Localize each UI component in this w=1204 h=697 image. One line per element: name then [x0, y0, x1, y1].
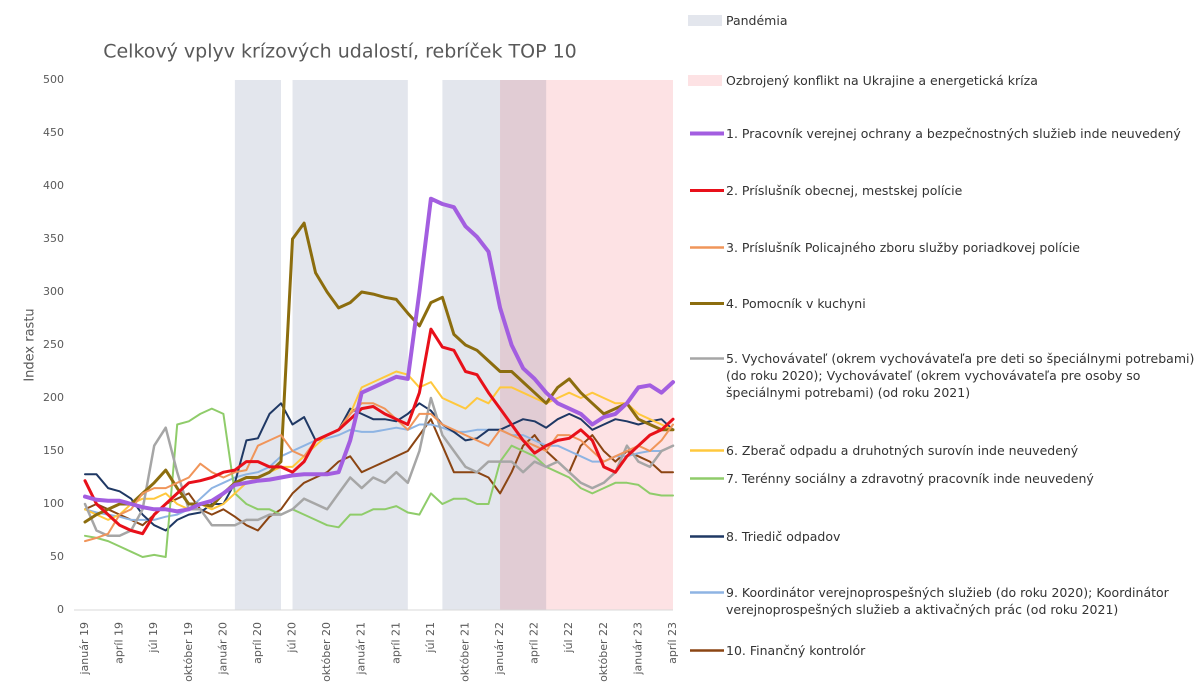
x-tick-label: júl 20	[286, 622, 299, 654]
legend-swatch	[688, 442, 726, 459]
x-tick-label: júl 19	[147, 622, 160, 654]
legend-label: 7. Terénny sociálny a zdravotný pracovní…	[726, 470, 1196, 487]
legend-item: Pandémia	[688, 12, 1200, 29]
x-tick-label: apríl 21	[389, 622, 402, 664]
legend-label: 8. Triedič odpadov	[726, 528, 1196, 545]
x-tick-label: október 21	[458, 622, 471, 682]
y-tick-label: 450	[43, 126, 64, 139]
x-tick-label: apríl 23	[666, 622, 679, 664]
legend-swatch	[688, 584, 726, 601]
legend-swatch	[688, 72, 726, 89]
legend-swatch	[688, 350, 726, 367]
x-tick-label: január 23	[631, 622, 644, 676]
y-tick-label: 350	[43, 232, 64, 245]
shaded-band	[293, 80, 408, 610]
x-tick-label: január 22	[493, 622, 506, 676]
legend-label: Pandémia	[726, 12, 788, 29]
legend-item: 8. Triedič odpadov	[688, 528, 1200, 545]
chart-title: Celkový vplyv krízových udalostí, rebríč…	[103, 41, 577, 63]
legend-label: Ozbrojený konflikt na Ukrajine a energet…	[726, 72, 1038, 89]
legend-swatch	[688, 12, 726, 29]
x-tick-label: apríl 20	[251, 622, 264, 664]
x-tick-label: január 20	[216, 622, 229, 676]
legend-label: 4. Pomocník v kuchyni	[726, 295, 1196, 312]
legend-swatch	[688, 239, 726, 256]
legend-label: 3. Príslušník Policajného zboru služby p…	[726, 239, 1196, 256]
x-tick-label: október 20	[320, 622, 333, 682]
x-tick-label: október 19	[182, 622, 195, 682]
legend-swatch-fill	[688, 15, 722, 26]
x-tick-label: október 22	[597, 622, 610, 682]
legend-item: 4. Pomocník v kuchyni	[688, 295, 1200, 312]
legend-item: 5. Vychovávateľ (okrem vychovávateľa pre…	[688, 350, 1200, 401]
legend-label: 9. Koordinátor verejnoprospešných služie…	[726, 584, 1196, 618]
y-tick-label: 0	[57, 603, 64, 616]
y-tick-label: 100	[43, 497, 64, 510]
x-tick-label: január 19	[78, 622, 91, 676]
y-axis-label: Index rastu	[23, 308, 38, 381]
legend-item: Ozbrojený konflikt na Ukrajine a energet…	[688, 72, 1200, 89]
legend-label: 10. Finančný kontrolór	[726, 642, 1196, 659]
legend-item: 1. Pracovník verejnej ochrany a bezpečno…	[688, 125, 1200, 142]
legend-swatch-fill	[688, 75, 722, 86]
legend-item: 9. Koordinátor verejnoprospešných služie…	[688, 584, 1200, 618]
legend-item: 6. Zberač odpadu a druhotných surovín in…	[688, 442, 1200, 459]
legend-swatch	[688, 642, 726, 659]
legend-swatch	[688, 182, 726, 199]
page: {"chart_data": { "type": "line", "title"…	[0, 0, 1204, 697]
y-tick-label: 400	[43, 179, 64, 192]
legend-item: 10. Finančný kontrolór	[688, 642, 1200, 659]
legend-item: 3. Príslušník Policajného zboru služby p…	[688, 239, 1200, 256]
x-tick-label: apríl 19	[113, 622, 126, 664]
legend-swatch	[688, 125, 726, 142]
x-tick-label: apríl 22	[528, 622, 541, 664]
legend-item: 2. Príslušník obecnej, mestskej polície	[688, 182, 1200, 199]
y-tick-label: 200	[43, 391, 64, 404]
legend-item: 7. Terénny sociálny a zdravotný pracovní…	[688, 470, 1200, 487]
y-tick-label: 300	[43, 285, 64, 298]
legend-swatch	[688, 470, 726, 487]
legend-label: 6. Zberač odpadu a druhotných surovín in…	[726, 442, 1196, 459]
legend-label: 2. Príslušník obecnej, mestskej polície	[726, 182, 1196, 199]
shaded-band	[500, 80, 673, 610]
y-tick-label: 250	[43, 338, 64, 351]
legend-label: 1. Pracovník verejnej ochrany a bezpečno…	[726, 125, 1196, 142]
x-tick-label: júl 21	[424, 622, 437, 654]
y-tick-label: 150	[43, 444, 64, 457]
x-tick-label: júl 22	[562, 622, 575, 654]
legend-swatch	[688, 528, 726, 545]
x-tick-label: január 21	[355, 622, 368, 676]
y-tick-label: 50	[50, 550, 64, 563]
legend-swatch	[688, 295, 726, 312]
y-tick-label: 500	[43, 73, 64, 86]
legend-label: 5. Vychovávateľ (okrem vychovávateľa pre…	[726, 350, 1196, 401]
